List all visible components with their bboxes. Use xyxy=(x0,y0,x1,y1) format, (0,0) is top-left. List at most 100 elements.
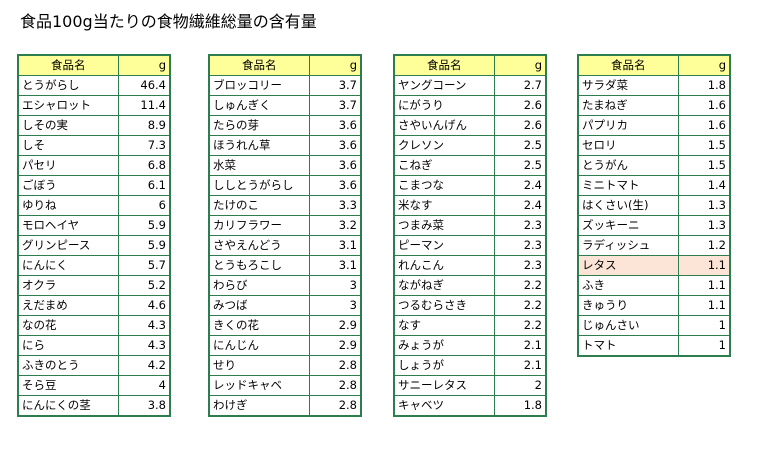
food-name-cell: せり xyxy=(208,355,310,376)
food-name-cell: きくの花 xyxy=(208,315,310,336)
fiber-value-cell: 2.3 xyxy=(493,215,547,236)
table-row: ふき 1.1 xyxy=(577,275,731,296)
table-row: さやいんげん 2.6 xyxy=(393,115,547,136)
table-row: エシャロット 11.4 xyxy=(17,95,171,116)
header-unit: g xyxy=(308,54,362,76)
table-row: せり 2.8 xyxy=(208,355,362,376)
food-name-cell: ズッキーニ xyxy=(577,215,679,236)
fiber-value-cell: 4 xyxy=(117,375,171,396)
table-row: ごぼう 6.1 xyxy=(17,175,171,196)
food-name-cell: はくさい(生) xyxy=(577,195,679,216)
table-row: サニーレタス 2 xyxy=(393,375,547,396)
food-name-cell: パセリ xyxy=(17,155,119,176)
header-unit: g xyxy=(117,54,171,76)
fiber-value-cell: 2.2 xyxy=(493,315,547,336)
food-name-cell: ほうれん草 xyxy=(208,135,310,156)
table-body: サラダ菜 1.8 たまねぎ 1.6 パプリカ 1.6 セロリ 1.5 とうがん 1.5 ミニトマト 1… xyxy=(577,75,731,357)
fiber-value-cell: 1.6 xyxy=(677,115,731,136)
food-name-cell: ミニトマト xyxy=(577,175,679,196)
fiber-value-cell: 2.5 xyxy=(493,135,547,156)
food-name-cell: とうがらし xyxy=(17,75,119,96)
fiber-value-cell: 6.1 xyxy=(117,175,171,196)
food-name-cell: こまつな xyxy=(393,175,495,196)
fiber-value-cell: 4.6 xyxy=(117,295,171,316)
food-name-cell: にんにく xyxy=(17,255,119,276)
food-name-cell: たまねぎ xyxy=(577,95,679,116)
table-row: えだまめ 4.6 xyxy=(17,295,171,316)
table-row: みつば 3 xyxy=(208,295,362,316)
food-name-cell: なの花 xyxy=(17,315,119,336)
fiber-value-cell: 3.2 xyxy=(308,215,362,236)
header-food-name: 食品名 xyxy=(208,54,310,76)
table-row: にんにくの茎 3.8 xyxy=(17,395,171,417)
table-header-row: 食品名 g xyxy=(208,54,362,76)
table-row: ししとうがらし 3.6 xyxy=(208,175,362,196)
table-row: しそ 7.3 xyxy=(17,135,171,156)
table-row: レッドキャベ 2.8 xyxy=(208,375,362,396)
table-row: ズッキーニ 1.3 xyxy=(577,215,731,236)
table-row: ミニトマト 1.4 xyxy=(577,175,731,196)
fiber-value-cell: 1.1 xyxy=(677,275,731,296)
fiber-value-cell: 1.5 xyxy=(677,135,731,156)
fiber-value-cell: 4.2 xyxy=(117,355,171,376)
table-row: 米なす 2.4 xyxy=(393,195,547,216)
header-food-name: 食品名 xyxy=(393,54,495,76)
fiber-value-cell: 2.3 xyxy=(493,255,547,276)
fiber-value-cell: 3.8 xyxy=(117,395,171,417)
table-row: にがうり 2.6 xyxy=(393,95,547,116)
fiber-value-cell: 3.6 xyxy=(308,175,362,196)
food-name-cell: セロリ xyxy=(577,135,679,156)
table-header-row: 食品名 g xyxy=(577,54,731,76)
fiber-value-cell: 2.4 xyxy=(493,195,547,216)
food-name-cell: にがうり xyxy=(393,95,495,116)
fiber-value-cell: 11.4 xyxy=(117,95,171,116)
fiber-value-cell: 2.1 xyxy=(493,335,547,356)
fiber-value-cell: 1 xyxy=(677,315,731,336)
fiber-value-cell: 8.9 xyxy=(117,115,171,136)
table-row: きゅうり 1.1 xyxy=(577,295,731,316)
header-food-name: 食品名 xyxy=(17,54,119,76)
food-name-cell: ブロッコリー xyxy=(208,75,310,96)
table-row: セロリ 1.5 xyxy=(577,135,731,156)
table-row: モロヘイヤ 5.9 xyxy=(17,215,171,236)
fiber-value-cell: 1.8 xyxy=(677,75,731,96)
table-row: つるむらさき 2.2 xyxy=(393,295,547,316)
table-row: とうがん 1.5 xyxy=(577,155,731,176)
food-name-cell: さやえんどう xyxy=(208,235,310,256)
table-row: パプリカ 1.6 xyxy=(577,115,731,136)
fiber-table-4: 食品名 g サラダ菜 1.8 たまねぎ 1.6 パプリカ 1.6 セロリ 1.5 とうがん 1.5… xyxy=(577,54,731,357)
food-name-cell: たらの芽 xyxy=(208,115,310,136)
table-row: みょうが 2.1 xyxy=(393,335,547,356)
fiber-value-cell: 2.8 xyxy=(308,355,362,376)
food-name-cell: にんじん xyxy=(208,335,310,356)
food-name-cell: わらび xyxy=(208,275,310,296)
food-name-cell: ラディッシュ xyxy=(577,235,679,256)
table-row: そら豆 4 xyxy=(17,375,171,396)
table-row: しその実 8.9 xyxy=(17,115,171,136)
fiber-value-cell: 1.3 xyxy=(677,215,731,236)
table-row: たらの芽 3.6 xyxy=(208,115,362,136)
fiber-value-cell: 6 xyxy=(117,195,171,216)
table-body: ヤングコーン 2.7 にがうり 2.6 さやいんげん 2.6 クレソン 2.5 こねぎ 2.5 こま… xyxy=(393,75,547,417)
food-name-cell: ヤングコーン xyxy=(393,75,495,96)
fiber-value-cell: 2.9 xyxy=(308,335,362,356)
food-name-cell: レタス xyxy=(577,255,679,276)
food-name-cell: クレソン xyxy=(393,135,495,156)
table-row: しゅんぎく 3.7 xyxy=(208,95,362,116)
fiber-value-cell: 2.6 xyxy=(493,95,547,116)
fiber-value-cell: 3 xyxy=(308,275,362,296)
fiber-value-cell: 3.6 xyxy=(308,115,362,136)
food-name-cell: そら豆 xyxy=(17,375,119,396)
food-name-cell: モロヘイヤ xyxy=(17,215,119,236)
fiber-value-cell: 3.1 xyxy=(308,255,362,276)
fiber-value-cell: 2.9 xyxy=(308,315,362,336)
table-row: にんにく 5.7 xyxy=(17,255,171,276)
table-row: 水菜 3.6 xyxy=(208,155,362,176)
fiber-value-cell: 4.3 xyxy=(117,315,171,336)
fiber-value-cell: 4.3 xyxy=(117,335,171,356)
fiber-value-cell: 1.6 xyxy=(677,95,731,116)
fiber-value-cell: 1.3 xyxy=(677,195,731,216)
food-name-cell: キャベツ xyxy=(393,395,495,417)
food-name-cell: とうもろこし xyxy=(208,255,310,276)
food-name-cell: じゅんさい xyxy=(577,315,679,336)
